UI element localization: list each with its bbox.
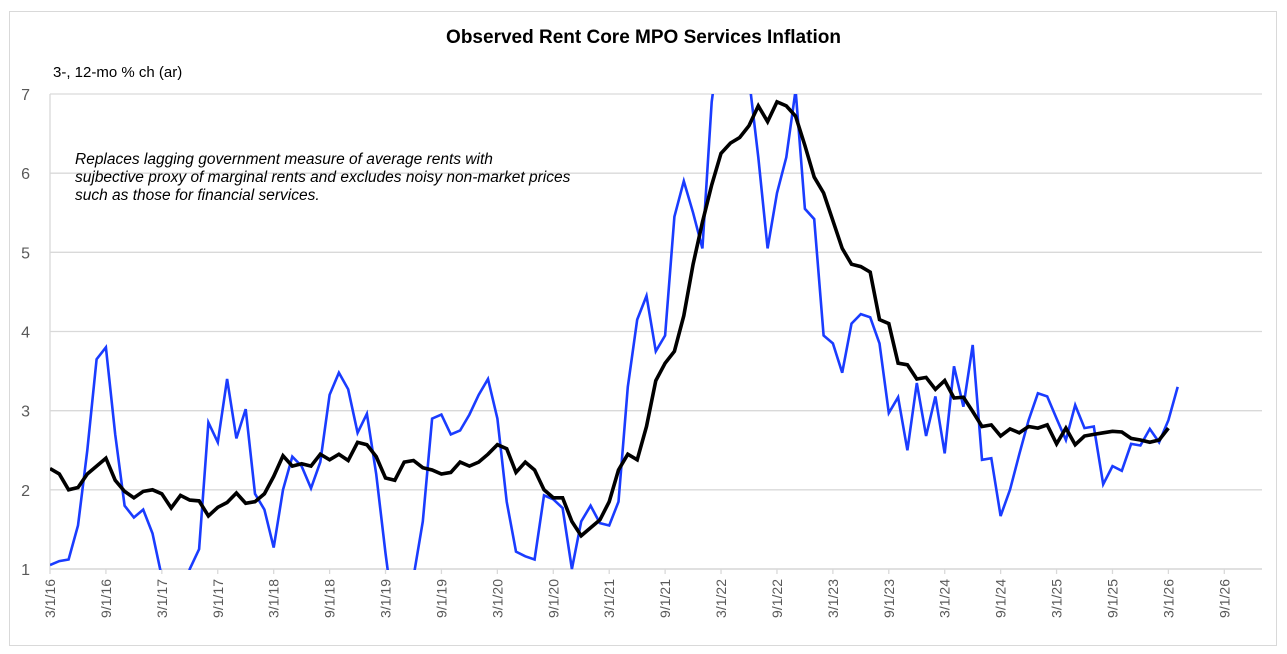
annotation-line: such as those for financial services. — [75, 187, 320, 204]
y-tick-label: 2 — [21, 483, 30, 500]
series-line-12mo — [50, 99, 1170, 539]
x-tick-label: 9/1/21 — [657, 579, 673, 618]
x-tick-label: 3/1/20 — [489, 579, 505, 618]
x-tick-label: 3/1/17 — [154, 579, 170, 618]
x-tick-label: 9/1/18 — [322, 579, 338, 618]
chart-annotation: Replaces lagging government measure of a… — [75, 151, 570, 205]
x-tick-label: 9/1/20 — [545, 579, 561, 618]
annotation-line: Replaces lagging government measure of a… — [75, 151, 493, 168]
x-axis: 3/1/16 9/1/16 3/1/17 9/1/17 3/1/18 9/1/18 3/1/… — [42, 568, 1262, 618]
x-tick-label: 9/1/26 — [1216, 579, 1232, 618]
x-tick-label: 3/1/23 — [825, 579, 841, 618]
x-tick-label: 3/1/18 — [266, 579, 282, 618]
y-tick-label: 7 — [21, 87, 30, 104]
x-tick-label: 9/1/17 — [210, 579, 226, 618]
x-tick-label: 9/1/23 — [881, 579, 897, 618]
series-line-3mo — [50, 94, 1179, 570]
chart-frame — [9, 11, 1277, 646]
y-tick-label: 3 — [21, 404, 30, 421]
x-tick-label: 3/1/24 — [937, 579, 953, 618]
x-tick-label: 9/1/25 — [1104, 579, 1120, 618]
y-axis-label: 3-, 12-mo % ch (ar) — [53, 64, 183, 81]
y-tick-label: 5 — [21, 245, 30, 262]
x-tick-label: 9/1/16 — [98, 579, 114, 618]
y-tick-label: 6 — [21, 166, 30, 183]
x-tick-label: 3/1/25 — [1049, 579, 1065, 618]
x-tick-label: 9/1/24 — [993, 579, 1009, 618]
series-lines — [50, 94, 1179, 570]
x-tick-label: 9/1/22 — [769, 579, 785, 618]
y-tick-label: 1 — [21, 562, 30, 579]
x-tick-label: 3/1/19 — [378, 579, 394, 618]
y-tick-label: 4 — [21, 325, 30, 342]
x-tick-label: 9/1/19 — [433, 579, 449, 618]
x-tick-label: 3/1/16 — [42, 579, 58, 618]
annotation-line: sujbective proxy of marginal rents and e… — [75, 169, 571, 186]
x-tick-label: 3/1/26 — [1160, 579, 1176, 618]
chart-title: Observed Rent Core MPO Services Inflatio… — [446, 27, 841, 48]
x-tick-label: 3/1/22 — [713, 579, 729, 618]
x-tick-label: 3/1/21 — [601, 579, 617, 618]
y-tick-labels: 1 2 3 4 5 6 7 — [21, 87, 30, 579]
